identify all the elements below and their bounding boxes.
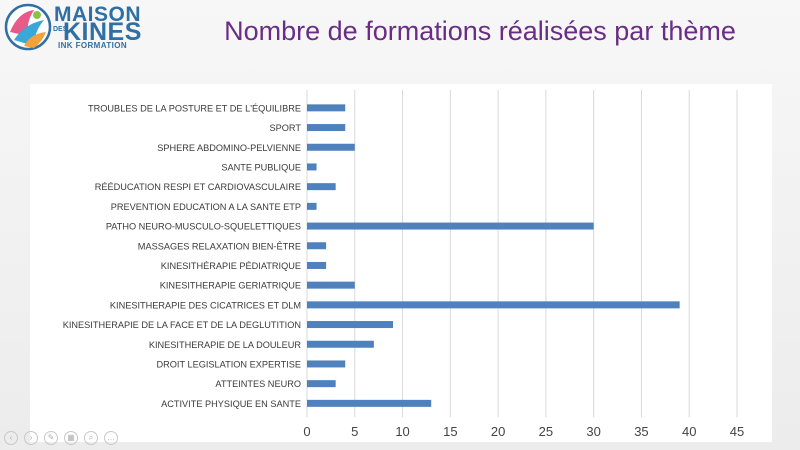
category-label: TROUBLES DE LA POSTURE ET DE L'ÉQUILIBRE — [88, 103, 301, 113]
x-tick-label: 30 — [586, 424, 600, 439]
bar — [307, 360, 346, 368]
category-label: KINESITHÉRAPIE PÉDIATRIQUE — [161, 261, 301, 271]
next-slide-button[interactable]: › — [24, 431, 38, 445]
more-options-button[interactable]: … — [104, 431, 118, 445]
category-label: KINESITHERAPIE GERIATRIQUE — [160, 281, 301, 291]
x-tick-label: 20 — [491, 424, 505, 439]
bar — [307, 222, 594, 230]
brand-logo: MAISON DES KINES INK FORMATION — [4, 2, 144, 54]
see-all-slides-button[interactable]: ▦ — [64, 431, 78, 445]
logo-emblem-icon — [4, 3, 52, 51]
x-tick-label: 45 — [730, 424, 744, 439]
zoom-button[interactable]: ⌕ — [84, 431, 98, 445]
category-label: SANTE PUBLIQUE — [221, 162, 301, 172]
bar — [307, 380, 336, 388]
logo-maison-text: MAISON — [54, 3, 141, 26]
category-label: SPORT — [270, 123, 302, 133]
category-label: ATTEINTES NEURO — [215, 379, 301, 389]
slide-title: Nombre de formations réalisées par thème — [224, 16, 736, 46]
x-tick-label: 10 — [395, 424, 409, 439]
pen-tool-button[interactable]: ✎ — [44, 431, 58, 445]
bar — [307, 301, 680, 309]
x-tick-label: 25 — [539, 424, 553, 439]
category-label: DROIT LEGISLATION EXPERTISE — [157, 359, 302, 369]
bar — [307, 321, 393, 329]
bar — [307, 281, 355, 289]
logo-subtitle-text: INK FORMATION — [58, 41, 128, 50]
category-label: KINESITHERAPIE DES CICATRICES ET DLM — [110, 300, 301, 310]
chart-panel: 0 5 10 15 20 25 30 35 40 45 TROUBLES DE LA POSTURE… — [30, 84, 772, 442]
x-tick-label: 35 — [634, 424, 648, 439]
bar — [307, 202, 317, 210]
bar — [307, 261, 327, 269]
category-label: SPHERE ABDOMINO-PELVIENNE — [157, 143, 301, 153]
bar — [307, 143, 355, 151]
category-label: PATHO NEURO-MUSCULO-SQUELETTIQUES — [106, 222, 301, 232]
bar — [307, 104, 346, 112]
category-label: KINESITHERAPIE DE LA FACE ET DE LA DEGLU… — [63, 320, 301, 330]
x-tick-label: 5 — [351, 424, 358, 439]
bar — [307, 242, 327, 250]
bar — [307, 124, 346, 132]
category-label: KINESITHERAPIE DE LA DOULEUR — [149, 340, 302, 350]
category-label: RÉÉDUCATION RESPI ET CARDIOVASCULAIRE — [95, 182, 301, 192]
logo-kines-text: KINES — [63, 18, 142, 46]
x-tick-label: 0 — [303, 424, 310, 439]
bar — [307, 340, 374, 348]
bar — [307, 399, 432, 407]
category-label: MASSAGES RELAXATION BIEN-ÊTRE — [138, 241, 301, 251]
bar — [307, 183, 336, 191]
prev-slide-button[interactable]: ‹ — [4, 431, 18, 445]
x-tick-label: 40 — [682, 424, 696, 439]
x-tick-label: 15 — [443, 424, 457, 439]
category-label: ACTIVITE PHYSIQUE EN SANTE — [161, 399, 301, 409]
category-label: PREVENTION EDUCATION A LA SANTE ETP — [111, 202, 301, 212]
bar-chart: 0 5 10 15 20 25 30 35 40 45 TROUBLES DE LA POSTURE… — [63, 90, 744, 439]
bar — [307, 163, 317, 171]
logo-des-text: DES — [53, 26, 68, 33]
